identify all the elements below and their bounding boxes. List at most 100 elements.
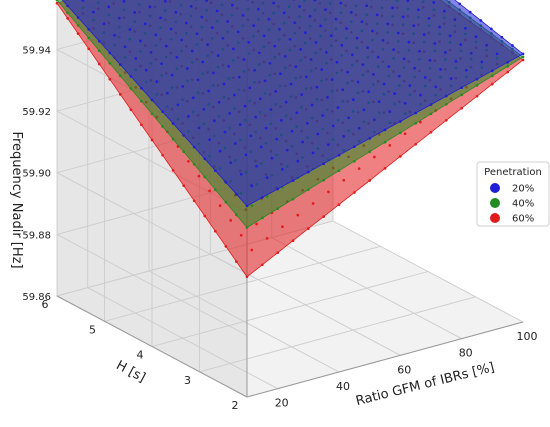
surface-point — [66, 17, 69, 20]
surface-point — [149, 6, 152, 9]
surface-point — [193, 199, 196, 202]
surface-point — [458, 2, 461, 5]
surface-point — [325, 51, 328, 54]
surface-point — [316, 86, 319, 89]
surface-point — [304, 31, 307, 34]
surface-point — [475, 35, 478, 38]
surface-point — [172, 169, 175, 172]
surface-point — [404, 102, 407, 105]
surface-point — [281, 225, 284, 228]
surface-point — [108, 78, 111, 81]
surface-point — [445, 95, 448, 98]
surface-point — [290, 83, 293, 86]
surface-point — [283, 12, 286, 15]
surface-point — [77, 16, 80, 19]
surface-point — [353, 191, 356, 194]
surface-point — [307, 227, 310, 230]
surface-point — [268, 18, 271, 21]
surface-point — [103, 22, 106, 25]
surface-point — [378, 100, 381, 103]
surface-point — [276, 251, 279, 254]
surface-point — [284, 55, 287, 58]
surface-point — [449, 35, 452, 38]
surface-point — [522, 53, 525, 56]
surface-point — [240, 234, 243, 237]
y-tick-label: 2 — [232, 399, 239, 412]
surface-point — [419, 94, 422, 97]
surface-point — [281, 168, 284, 171]
surface-point — [160, 62, 163, 65]
surface-point — [239, 123, 242, 126]
surface-point — [398, 75, 401, 78]
surface-point — [203, 215, 206, 218]
surface-point — [144, 22, 147, 25]
surface-point — [276, 207, 279, 210]
surface-point — [445, 119, 448, 122]
surface-point — [193, 146, 196, 149]
surface-point — [172, 138, 175, 141]
surface-point — [98, 40, 101, 43]
surface-point — [240, 173, 243, 176]
surface-point — [124, 46, 127, 49]
surface-point — [397, 32, 400, 35]
y-axis-label: H [s] — [114, 358, 148, 386]
surface-point — [246, 205, 249, 208]
surface-point — [358, 127, 361, 130]
surface-point — [423, 33, 426, 36]
surface-point — [342, 135, 345, 138]
surface-point — [261, 263, 264, 266]
surface-point — [214, 188, 217, 191]
surface-point — [384, 167, 387, 170]
surface-point — [491, 69, 494, 72]
surface-point — [203, 176, 206, 179]
surface-point — [358, 167, 361, 170]
surface-point — [356, 37, 359, 40]
surface-point — [182, 184, 185, 187]
surface-point — [225, 181, 228, 184]
surface-point — [255, 165, 258, 168]
surface-point — [327, 191, 330, 194]
surface-point — [307, 171, 310, 174]
surface-point — [265, 127, 268, 130]
surface-point — [172, 122, 175, 125]
surface-point — [108, 52, 111, 55]
surface-point — [357, 81, 360, 84]
x-tick-label: 40 — [336, 380, 350, 393]
surface-point — [469, 11, 472, 14]
surface-point — [346, 71, 349, 74]
surface-point — [272, 2, 275, 5]
surface-point — [234, 142, 237, 145]
surface-point — [235, 260, 238, 263]
surface-point — [140, 87, 143, 90]
surface-point — [366, 46, 369, 49]
surface-point — [511, 44, 514, 47]
surface-point — [377, 56, 380, 59]
surface-point — [322, 215, 325, 218]
surface-point — [181, 85, 184, 88]
surface-point — [118, 17, 121, 20]
surface-point — [393, 92, 396, 95]
surface-point — [298, 5, 301, 8]
surface-point — [391, 7, 394, 10]
surface-point — [185, 22, 188, 25]
surface-point — [320, 68, 323, 71]
surface-point — [175, 11, 178, 14]
surface-point — [368, 137, 371, 140]
surface-point — [252, 24, 255, 27]
surface-point — [202, 108, 205, 111]
surface-point — [312, 202, 315, 205]
surface-point — [402, 15, 405, 18]
surface-point — [275, 138, 278, 141]
surface-point — [254, 116, 257, 119]
surface-point — [399, 120, 402, 123]
surface-point — [345, 27, 348, 30]
surface-point — [362, 63, 365, 66]
surface-point — [214, 230, 217, 233]
y-tick-label: 5 — [89, 323, 96, 336]
surface-point — [161, 154, 164, 157]
surface-point — [261, 196, 264, 199]
surface-point — [208, 190, 211, 193]
surface-point — [87, 47, 90, 50]
legend-label: 40% — [512, 199, 534, 210]
y-tick-label: 3 — [184, 374, 191, 387]
